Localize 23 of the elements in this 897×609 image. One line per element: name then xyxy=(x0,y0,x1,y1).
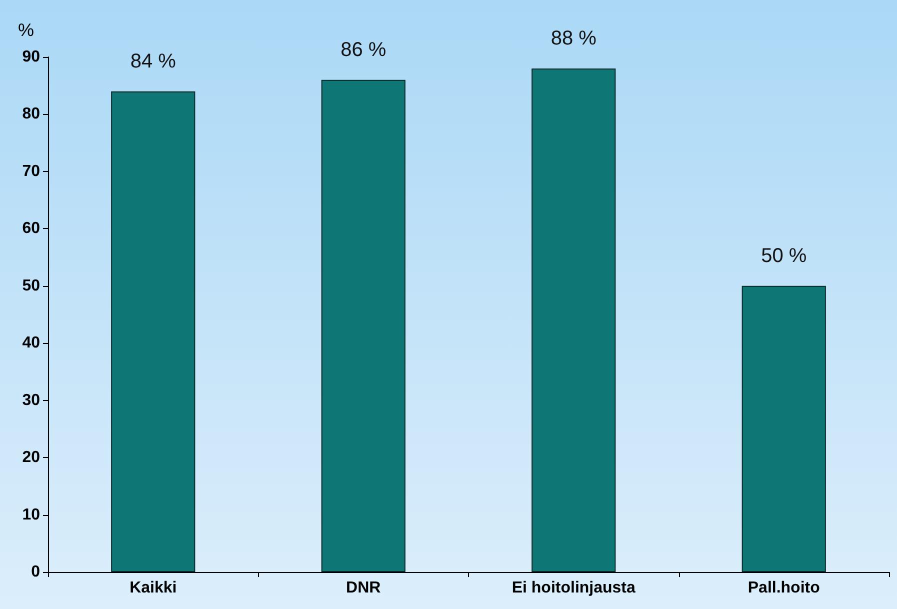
y-tick-label: 30 xyxy=(22,392,40,409)
y-tick-label: 60 xyxy=(22,220,40,238)
data-label: 86 % xyxy=(340,38,386,61)
data-label: 88 % xyxy=(550,27,597,50)
bar xyxy=(742,286,826,572)
x-tick-label: DNR xyxy=(346,580,382,596)
y-tick-label: 20 xyxy=(22,449,40,466)
x-tick-label: Pall.hoito xyxy=(748,580,820,596)
y-tick-label: 0 xyxy=(31,564,40,580)
data-label: 50 % xyxy=(761,244,807,267)
y-tick-label: 50 xyxy=(22,277,40,294)
y-tick-label: 80 xyxy=(22,106,40,123)
y-axis-title: % xyxy=(18,20,34,40)
data-label: 84 % xyxy=(130,50,176,72)
y-tick-label: 10 xyxy=(22,506,40,524)
bar xyxy=(321,80,406,572)
y-tick-label: 40 xyxy=(22,334,40,352)
y-tick-label: 70 xyxy=(22,162,40,180)
bar xyxy=(532,68,616,572)
bar xyxy=(111,91,196,572)
y-tick-label: 90 xyxy=(22,48,40,66)
x-tick-label: Ei hoitolinjausta xyxy=(512,580,636,596)
x-tick-label: Kaikki xyxy=(130,580,177,596)
